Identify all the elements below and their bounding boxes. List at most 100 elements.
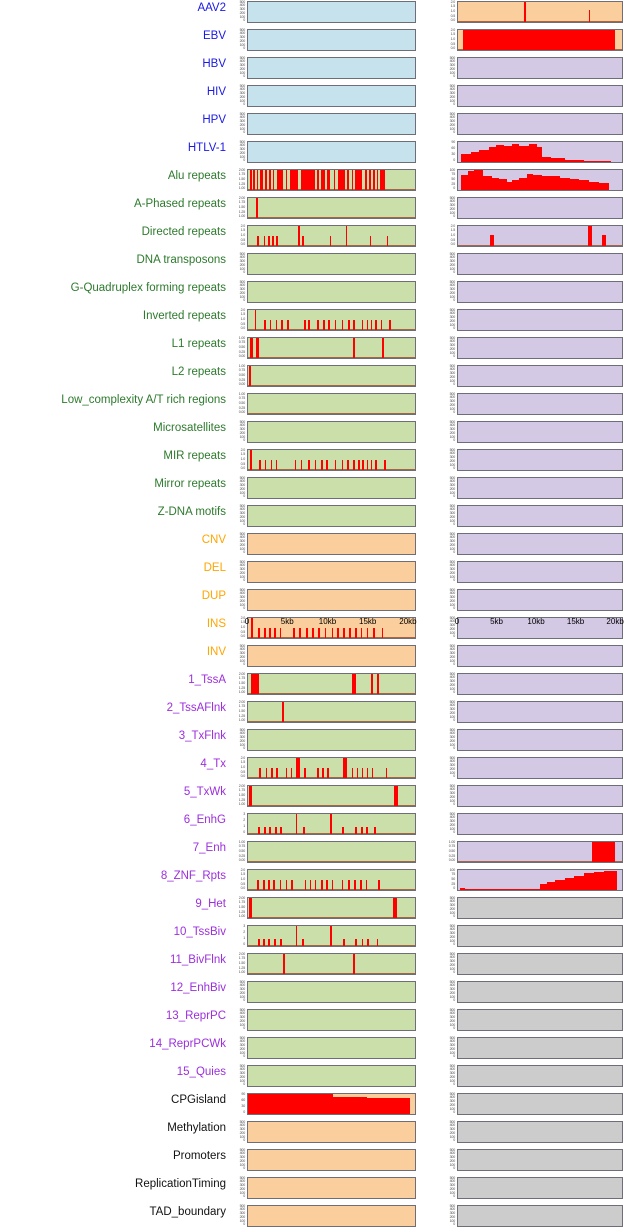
track-left-panel-13-reprpc[interactable] xyxy=(247,1009,416,1031)
y-axis-ticks: 0 100 200 300 400 500 xyxy=(440,560,456,583)
y-tick-label: 100 xyxy=(449,798,456,803)
track-right-panel-9-het[interactable] xyxy=(457,897,623,919)
signal-bar xyxy=(588,235,593,246)
signal-bar xyxy=(263,880,265,890)
track-left-panel-microsatellites[interactable] xyxy=(247,421,416,443)
track-right-panel-6-enhg[interactable] xyxy=(457,813,623,835)
track-left-panel-hpv[interactable] xyxy=(247,113,416,135)
track-right-panel-l1-repeats[interactable] xyxy=(457,337,623,359)
track-left-panel-methylation[interactable] xyxy=(247,1121,416,1143)
track-left-panel-2-tssaflnk[interactable] xyxy=(247,701,416,723)
track-right-panel-g-quadruplex-forming-repeats[interactable] xyxy=(457,281,623,303)
track-right-panel-hiv[interactable] xyxy=(457,85,623,107)
track-left-panel-inverted-repeats[interactable] xyxy=(247,309,416,331)
track-left-panel-1-tssa[interactable] xyxy=(247,673,416,695)
y-axis-ticks: 0 100 200 300 400 500 xyxy=(440,112,456,135)
track-left-panel-7-enh[interactable] xyxy=(247,841,416,863)
track-left-panel-10-tssbiv[interactable] xyxy=(247,925,416,947)
track-left-panel-replicationtiming[interactable] xyxy=(247,1177,416,1199)
track-left-panel-g-quadruplex-forming-repeats[interactable] xyxy=(247,281,416,303)
track-left-panel-dup[interactable] xyxy=(247,589,416,611)
track-right-panel-mirror-repeats[interactable] xyxy=(457,477,623,499)
track-left-panel-5-txwk[interactable] xyxy=(247,785,416,807)
track-left-panel-l1-repeats[interactable] xyxy=(247,337,416,359)
track-left-panel-directed-repeats[interactable] xyxy=(247,225,416,247)
track-left-panel-aav2[interactable] xyxy=(247,1,416,23)
track-right-panel-microsatellites[interactable] xyxy=(457,421,623,443)
track-left-panel-tad-boundary[interactable] xyxy=(247,1205,416,1227)
track-right-panel-15-quies[interactable] xyxy=(457,1065,623,1087)
track-right-panel-ebv[interactable] xyxy=(457,29,623,51)
track-right-panel-mir-repeats[interactable] xyxy=(457,449,623,471)
track-right-panel-promoters[interactable] xyxy=(457,1149,623,1171)
track-right-panel-10-tssbiv[interactable] xyxy=(457,925,623,947)
track-left-panel-11-bivflnk[interactable] xyxy=(247,953,416,975)
y-tick-label: 0 xyxy=(453,186,455,190)
track-left-panel-8-znf-rpts[interactable] xyxy=(247,869,416,891)
track-left-panel-3-txflnk[interactable] xyxy=(247,729,416,751)
y-axis-ticks: 0 25 50 75 100 xyxy=(440,168,456,191)
track-right-panel-dna-transposons[interactable] xyxy=(457,253,623,275)
track-left-panel-promoters[interactable] xyxy=(247,1149,416,1171)
track-right-panel-inverted-repeats[interactable] xyxy=(457,309,623,331)
track-left-panel-6-enhg[interactable] xyxy=(247,813,416,835)
track-right-panel-z-dna-motifs[interactable] xyxy=(457,505,623,527)
track-right-panel-inv[interactable] xyxy=(457,645,623,667)
track-right-panel-replicationtiming[interactable] xyxy=(457,1177,623,1199)
track-right-panel-del[interactable] xyxy=(457,561,623,583)
signal-bar xyxy=(285,170,288,190)
track-left-panel-a-phased-repeats[interactable] xyxy=(247,197,416,219)
track-right-panel-a-phased-repeats[interactable] xyxy=(457,197,623,219)
y-tick-label: 2.00 xyxy=(238,784,245,788)
track-left-panel-14-reprpcwk[interactable] xyxy=(247,1037,416,1059)
track-left-panel-hbv[interactable] xyxy=(247,57,416,79)
track-left-panel-mir-repeats[interactable] xyxy=(247,449,416,471)
track-right-panel-14-reprpcwk[interactable] xyxy=(457,1037,623,1059)
track-left-panel-low-complexity-a-t-rich-regions[interactable] xyxy=(247,393,416,415)
track-right-panel-2-tssaflnk[interactable] xyxy=(457,701,623,723)
track-left-panel-inv[interactable] xyxy=(247,645,416,667)
track-left-panel-del[interactable] xyxy=(247,561,416,583)
track-right-panel-tad-boundary[interactable] xyxy=(457,1205,623,1227)
track-left-panel-4-tx[interactable] xyxy=(247,757,416,779)
track-left-panel-ebv[interactable] xyxy=(247,29,416,51)
track-left-panel-dna-transposons[interactable] xyxy=(247,253,416,275)
track-left-panel-9-het[interactable] xyxy=(247,897,416,919)
track-left-panel-z-dna-motifs[interactable] xyxy=(247,505,416,527)
track-right-panel-8-znf-rpts[interactable] xyxy=(457,869,623,891)
track-right-panel-1-tssa[interactable] xyxy=(457,673,623,695)
track-left-panel-alu-repeats[interactable] xyxy=(247,169,416,191)
track-right-panel-cpgisland[interactable] xyxy=(457,1093,623,1115)
track-right-panel-directed-repeats[interactable] xyxy=(457,225,623,247)
track-right-panel-aav2[interactable] xyxy=(457,1,623,23)
track-left-panel-cpgisland[interactable] xyxy=(247,1093,416,1115)
track-left-panel-mirror-repeats[interactable] xyxy=(247,477,416,499)
track-right-panel-hbv[interactable] xyxy=(457,57,623,79)
y-tick-label: 100 xyxy=(239,1022,246,1027)
y-tick-label: 400 xyxy=(449,423,456,428)
track-right-panel-methylation[interactable] xyxy=(457,1121,623,1143)
track-right-panel-7-enh[interactable] xyxy=(457,841,623,863)
track-right-panel-3-txflnk[interactable] xyxy=(457,729,623,751)
track-right-panel-dup[interactable] xyxy=(457,589,623,611)
signal-bar xyxy=(338,170,345,190)
track-right-panel-13-reprpc[interactable] xyxy=(457,1009,623,1031)
track-left-panel-cnv[interactable] xyxy=(247,533,416,555)
track-right-panel-4-tx[interactable] xyxy=(457,757,623,779)
track-right-panel-12-enhbiv[interactable] xyxy=(457,981,623,1003)
track-left-panel-15-quies[interactable] xyxy=(247,1065,416,1087)
track-right-panel-htlv-1[interactable] xyxy=(457,141,623,163)
track-left-panel-htlv-1[interactable] xyxy=(247,141,416,163)
track-right-panel-cnv[interactable] xyxy=(457,533,623,555)
track-right-panel-hpv[interactable] xyxy=(457,113,623,135)
track-right-panel-low-complexity-a-t-rich-regions[interactable] xyxy=(457,393,623,415)
track-left-panel-12-enhbiv[interactable] xyxy=(247,981,416,1003)
track-right-panel-5-txwk[interactable] xyxy=(457,785,623,807)
track-left-panel-hiv[interactable] xyxy=(247,85,416,107)
track-right-panel-l2-repeats[interactable] xyxy=(457,365,623,387)
y-tick-label: 0 xyxy=(243,1194,245,1198)
track-right-panel-11-bivflnk[interactable] xyxy=(457,953,623,975)
track-left-panel-l2-repeats[interactable] xyxy=(247,365,416,387)
y-tick-label: 500 xyxy=(449,336,456,340)
track-right-panel-alu-repeats[interactable] xyxy=(457,169,623,191)
